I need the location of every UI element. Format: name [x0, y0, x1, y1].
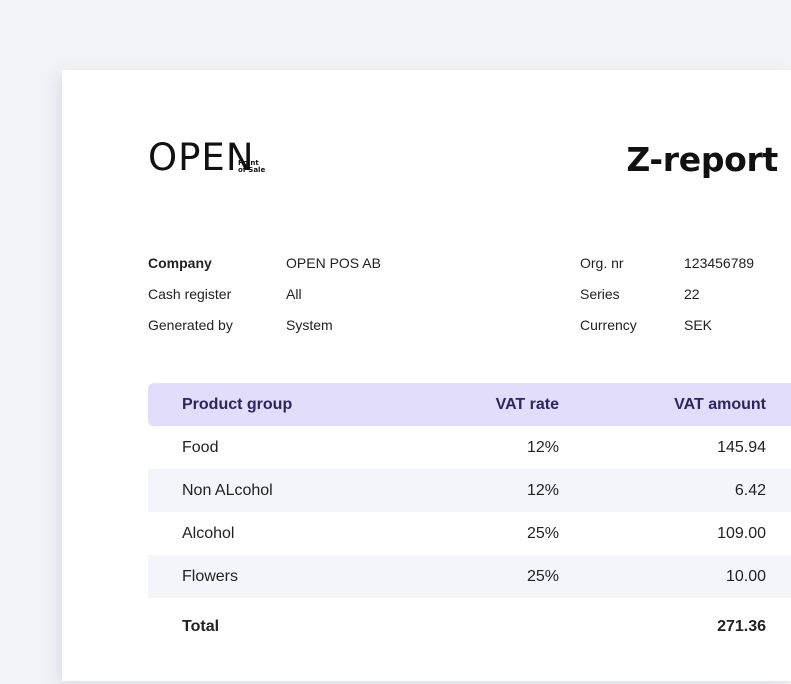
table-total-row: Total 271.36	[148, 598, 791, 656]
logo-subtitle: Point of Sale	[238, 160, 265, 174]
vat-amount-cell: 6.42	[734, 482, 766, 499]
series-value: 22	[684, 286, 700, 302]
org-nr-label: Org. nr	[580, 255, 624, 271]
generated-by-value: System	[286, 317, 333, 333]
cash-register-label: Cash register	[148, 286, 232, 302]
column-header-vat-rate: VAT rate	[495, 396, 559, 413]
logo-wordmark: OPEN	[148, 136, 255, 179]
table-row: Flowers 25% 10.00	[148, 555, 791, 598]
vat-rate-cell: 12%	[526, 482, 559, 499]
product-group-cell: Food	[182, 439, 219, 456]
company-label: Company	[148, 255, 212, 271]
table-row: Non ALcohol 12% 6.42	[148, 469, 791, 512]
total-label: Total	[182, 618, 220, 635]
org-nr-value: 123456789	[684, 255, 755, 271]
vat-amount-cell: 109.00	[717, 525, 766, 542]
vat-rate-cell: 25%	[526, 525, 559, 542]
z-report-document: OPEN Point of Sale Z-report Company OPEN…	[62, 70, 791, 681]
product-group-cell: Alcohol	[182, 525, 235, 542]
currency-label: Currency	[580, 317, 637, 333]
logo-subtitle-line-1: Point	[238, 159, 259, 167]
open-pos-logo: OPEN Point of Sale	[148, 138, 278, 178]
total-amount: 271.36	[717, 618, 766, 635]
series-label: Series	[580, 286, 620, 302]
logo-subtitle-line-2: of Sale	[238, 166, 266, 174]
page-title: Z-report	[626, 140, 778, 179]
company-value: OPEN POS AB	[286, 255, 381, 271]
cash-register-value: All	[286, 286, 302, 302]
vat-rate-cell: 25%	[526, 568, 559, 585]
vat-rate-cell: 12%	[526, 439, 559, 456]
currency-value: SEK	[684, 317, 713, 333]
table-row: Alcohol 25% 109.00	[148, 512, 791, 555]
table-header-row: Product group VAT rate VAT amount	[148, 383, 791, 426]
generated-by-label: Generated by	[148, 317, 233, 333]
product-group-cell: Flowers	[182, 568, 239, 585]
column-header-product-group: Product group	[182, 396, 293, 413]
table-row: Food 12% 145.94	[148, 426, 791, 469]
vat-amount-cell: 10.00	[725, 568, 766, 585]
vat-amount-cell: 145.94	[717, 439, 766, 456]
column-header-vat-amount: VAT amount	[674, 396, 766, 413]
product-group-cell: Non ALcohol	[182, 482, 273, 499]
vat-table: Product group VAT rate VAT amount Food 1…	[148, 383, 791, 656]
